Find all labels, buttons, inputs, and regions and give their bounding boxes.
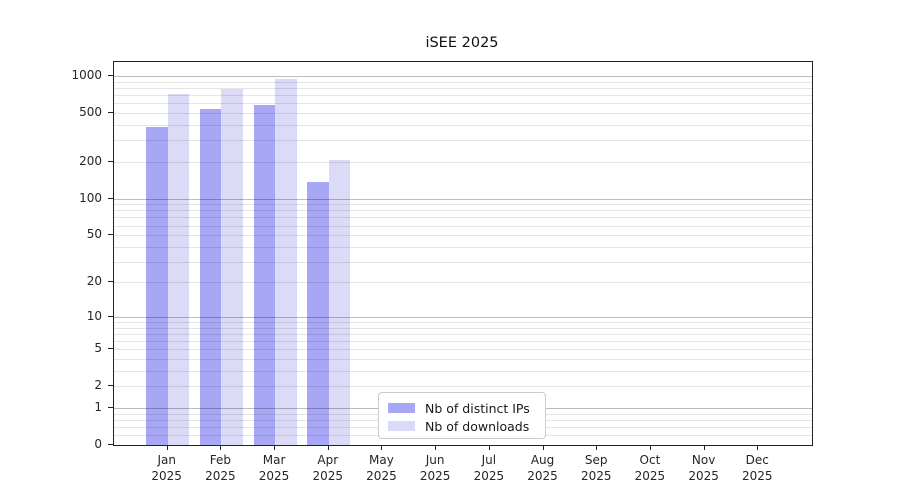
y-tick-mark — [108, 316, 113, 317]
x-tick-mark — [327, 445, 329, 450]
gridline-minor — [114, 359, 812, 361]
gridline-minor — [114, 386, 812, 388]
y-tick-mark — [108, 444, 113, 445]
y-tick-label: 10 — [86, 309, 102, 323]
y-tick-mark — [108, 197, 113, 199]
bar-downloads-jan — [167, 94, 190, 445]
y-tick-label: 5 — [94, 341, 102, 356]
x-tick-label-aug: Aug 2025 — [527, 453, 558, 483]
legend-item-downloads: Nb of downloads — [388, 417, 536, 435]
gridline-minor — [114, 81, 812, 83]
x-tick-mark — [542, 445, 544, 450]
gridline-major — [114, 198, 812, 200]
x-tick-label-sep: Sep 2025 — [580, 453, 612, 483]
y-tick-mark — [108, 281, 113, 283]
gridline-minor — [114, 334, 812, 335]
gridline-minor — [114, 95, 812, 97]
gridline-major — [114, 317, 812, 318]
gridline-major — [114, 76, 812, 78]
x-tick-label-jun: Jun 2025 — [419, 453, 451, 483]
x-tick-mark — [703, 445, 705, 450]
x-tick-mark — [649, 445, 651, 450]
x-tick-mark — [220, 445, 222, 450]
y-tick-label: 1 — [94, 400, 102, 414]
plot-canvas — [114, 62, 812, 445]
y-tick-mark — [108, 348, 113, 350]
y-tick-label: 2 — [94, 378, 102, 393]
x-tick-label-oct: Oct 2025 — [634, 453, 666, 483]
plot-area — [113, 61, 813, 446]
x-tick-label-mar: Mar 2025 — [258, 453, 290, 483]
legend-swatch-downloads — [388, 421, 415, 431]
x-tick-label-may: May 2025 — [366, 453, 397, 483]
gridline-minor — [114, 204, 812, 206]
y-tick-mark — [108, 234, 113, 236]
y-tick-label: 100 — [79, 190, 102, 205]
y-tick-mark — [108, 112, 113, 114]
x-tick-mark — [488, 445, 490, 450]
y-tick-mark — [108, 160, 113, 162]
x-tick-label-dec: Dec 2025 — [742, 453, 773, 483]
gridline-minor — [114, 140, 812, 142]
x-tick-mark — [596, 445, 598, 450]
bar-ips-feb — [199, 108, 222, 445]
legend: Nb of distinct IPs Nb of downloads — [378, 392, 546, 439]
gridline-minor — [114, 210, 812, 212]
x-tick-mark — [757, 445, 759, 450]
gridline-minor — [114, 225, 812, 227]
x-tick-label-apr: Apr 2025 — [312, 453, 344, 483]
x-tick-mark — [166, 445, 168, 450]
x-tick-mark — [381, 445, 383, 450]
x-tick-label-feb: Feb 2025 — [205, 453, 236, 483]
y-tick-label: 1000 — [71, 68, 102, 83]
y-tick-mark — [108, 385, 113, 387]
x-tick-mark — [274, 445, 276, 450]
bar-downloads-mar — [275, 78, 297, 445]
gridline-minor — [114, 341, 812, 343]
gridline-minor — [114, 349, 812, 351]
gridline-minor — [114, 322, 812, 324]
gridline-minor — [114, 246, 812, 248]
chart-title: iSEE 2025 — [425, 35, 499, 51]
bar-downloads-feb — [221, 88, 243, 445]
gridline-minor — [114, 113, 812, 115]
legend-swatch-distinct-ips — [388, 403, 415, 413]
y-tick-mark — [108, 75, 113, 77]
bar-ips-mar — [253, 105, 276, 445]
gridline-minor — [114, 161, 812, 163]
y-tick-label: 50 — [86, 227, 102, 242]
gridline-minor — [114, 235, 812, 237]
x-tick-label-nov: Nov 2025 — [688, 453, 719, 483]
x-tick-label-jul: Jul 2025 — [473, 453, 505, 483]
gridline-minor — [114, 125, 812, 127]
gridline-minor — [114, 282, 812, 284]
y-tick-label: 20 — [86, 274, 102, 289]
gridline-minor — [114, 88, 812, 90]
gridline-minor — [114, 327, 812, 329]
legend-label-downloads: Nb of downloads — [425, 418, 530, 434]
legend-label-distinct-ips: Nb of distinct IPs — [425, 400, 530, 416]
gridline-minor — [114, 217, 812, 219]
gridline-minor — [114, 103, 812, 105]
y-tick-mark — [108, 407, 113, 408]
y-tick-label: 200 — [79, 153, 102, 168]
bar-downloads-apr — [328, 160, 351, 445]
x-tick-mark — [435, 445, 437, 450]
y-tick-label: 0 — [94, 437, 102, 451]
bar-ips-apr — [307, 182, 329, 445]
x-tick-label-jan: Jan 2025 — [151, 453, 182, 483]
bar-ips-jan — [146, 126, 168, 445]
y-tick-label: 500 — [79, 105, 102, 120]
gridline-minor — [114, 261, 812, 263]
legend-item-distinct-ips: Nb of distinct IPs — [388, 399, 536, 417]
gridline-minor — [114, 371, 812, 372]
